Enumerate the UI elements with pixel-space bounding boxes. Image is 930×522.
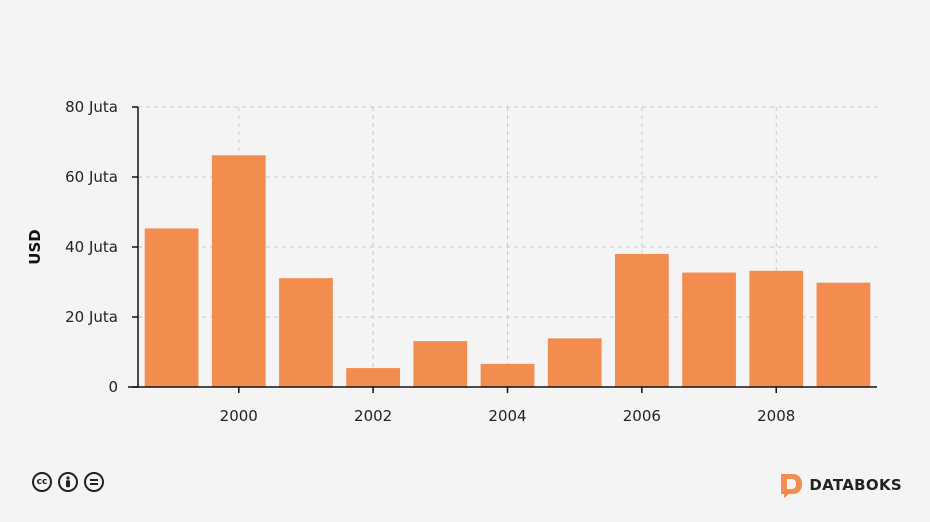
y-tick-label: 0 [108, 378, 118, 396]
bar [480, 363, 535, 387]
x-tick-label: 2006 [623, 407, 661, 425]
bar [547, 338, 602, 387]
bar [279, 278, 333, 387]
y-tick-label: 80 Juta [65, 98, 118, 116]
x-tick-label: 2004 [488, 407, 526, 425]
brand-logo: DATABOKS [779, 472, 902, 498]
x-tick-label: 2000 [220, 407, 258, 425]
nd-icon [84, 472, 104, 492]
bar [682, 272, 736, 387]
y-axis-title: USD [26, 229, 44, 264]
y-tick-label: 20 Juta [65, 308, 118, 326]
cc-icon: cc [32, 472, 52, 492]
x-tick-label: 2002 [354, 407, 392, 425]
bar [144, 228, 199, 387]
axes [128, 106, 877, 393]
bar [346, 368, 401, 387]
databoks-logo-icon [781, 474, 803, 498]
bars [144, 155, 871, 387]
bar [614, 254, 669, 387]
y-tick-label: 60 Juta [65, 168, 118, 186]
by-icon [58, 472, 78, 492]
brand-name: DATABOKS [809, 476, 902, 494]
x-tick-label: 2008 [757, 407, 795, 425]
bar [816, 282, 871, 387]
tick-labels: 0 20 Juta 40 Juta 60 Juta 80 Juta 2000 2002 200… [65, 98, 795, 425]
bar [413, 341, 468, 387]
bar [211, 155, 266, 387]
bar [749, 270, 804, 387]
y-tick-label: 40 Juta [65, 238, 118, 256]
license-icons: cc [32, 472, 104, 492]
